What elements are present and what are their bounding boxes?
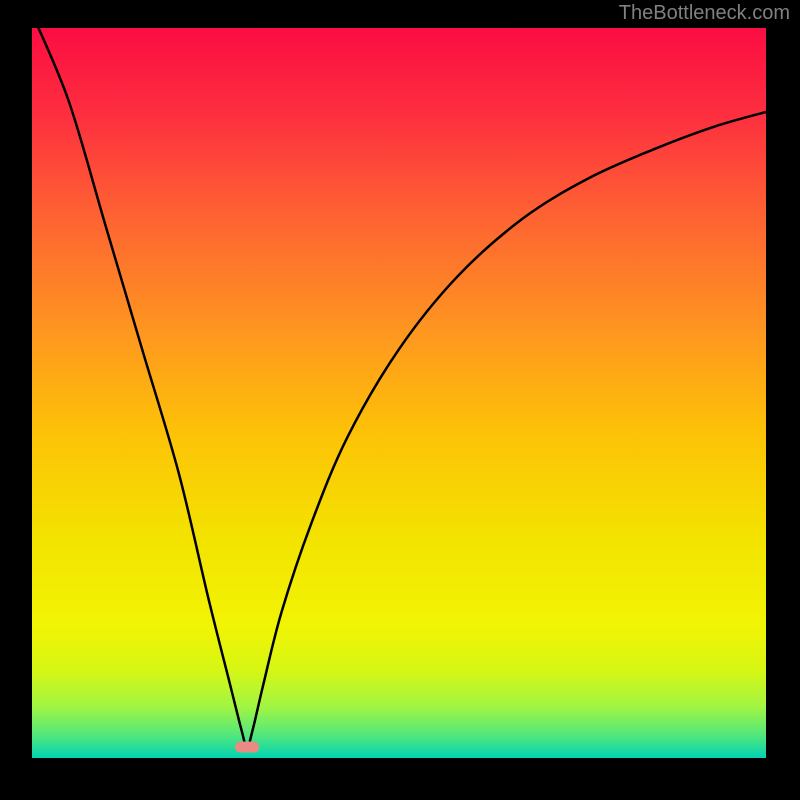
bottleneck-chart — [32, 28, 766, 758]
watermark-text: TheBottleneck.com — [619, 2, 790, 25]
chart-overlay — [32, 28, 766, 758]
optimal-marker — [235, 742, 259, 753]
bottleneck-curve — [32, 28, 766, 747]
